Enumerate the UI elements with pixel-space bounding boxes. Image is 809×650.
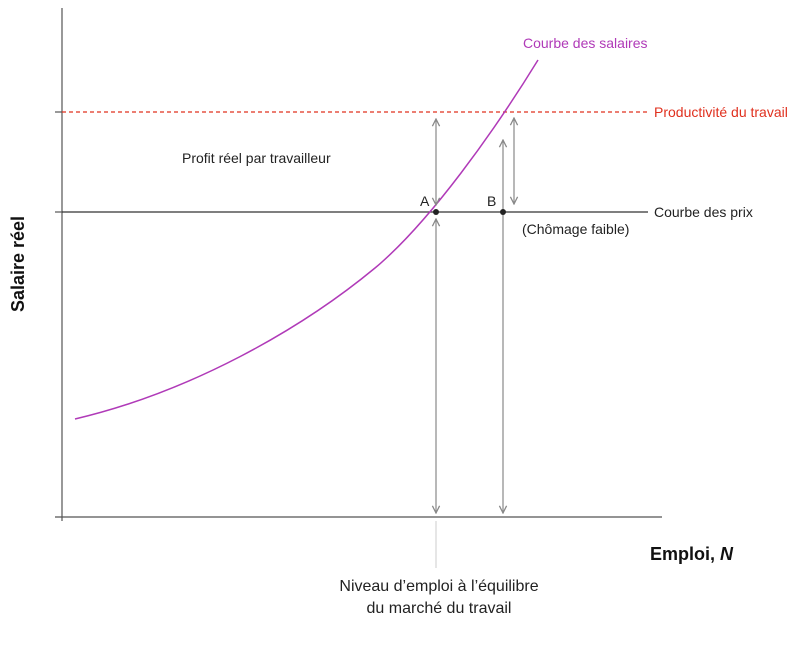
y-axis-title: Salaire réel bbox=[8, 216, 28, 312]
point-a-marker bbox=[433, 209, 439, 215]
productivity-label: Productivité du travail bbox=[654, 104, 788, 120]
point-a-label: A bbox=[420, 193, 430, 209]
profit-label: Profit réel par travailleur bbox=[182, 150, 331, 166]
point-b-label: B bbox=[487, 193, 496, 209]
point-b-marker bbox=[500, 209, 506, 215]
x-axis-title-main: Emploi, bbox=[650, 544, 720, 564]
wage-curve bbox=[74, 59, 539, 420]
low-unemployment-label: (Chômage faible) bbox=[522, 221, 629, 237]
equilibrium-label-line1: Niveau d’emploi à l’équilibre bbox=[339, 578, 538, 595]
equilibrium-label-line2: du marché du travail bbox=[367, 600, 512, 617]
x-axis-title: Emploi, N bbox=[650, 544, 734, 564]
x-axis-title-var: N bbox=[720, 544, 734, 564]
price-curve-label: Courbe des prix bbox=[654, 204, 753, 220]
wage-curve-label: Courbe des salaires bbox=[523, 35, 648, 51]
